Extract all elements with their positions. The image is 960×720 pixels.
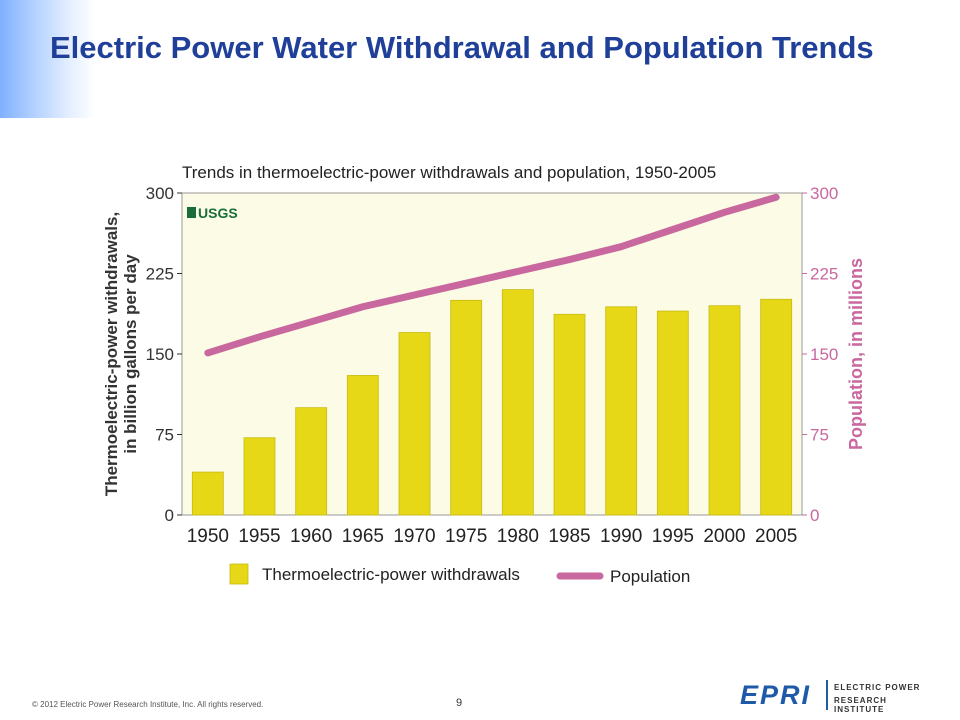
left-axis-title-line1: Thermoelectric-power withdrawals, <box>102 212 121 496</box>
left-tick-label-75: 75 <box>155 426 174 445</box>
chart-svg: Trends in thermoelectric-power withdrawa… <box>102 163 866 586</box>
population-point-1990 <box>620 246 622 248</box>
usgs-badge-icon <box>187 207 196 218</box>
right-tick-label-0: 0 <box>810 506 819 525</box>
title-accent-gradient <box>0 0 95 118</box>
bar-withdrawals-1985 <box>553 313 586 516</box>
chart-figure: Trends in thermoelectric-power withdrawa… <box>90 150 880 600</box>
bar-withdrawals-1950 <box>191 471 224 516</box>
x-tick-label-2005: 2005 <box>755 526 797 547</box>
usgs-badge: USGS <box>198 205 238 221</box>
bar-withdrawals-1990 <box>605 306 638 516</box>
slide-title: Electric Power Water Withdrawal and Popu… <box>50 30 874 65</box>
x-tick-label-1950: 1950 <box>187 526 229 547</box>
left-tick-label-150: 150 <box>146 345 174 364</box>
population-point-1955 <box>259 336 260 338</box>
population-point-2005 <box>775 196 777 198</box>
population-point-1995 <box>672 228 674 230</box>
right-axis-title: Population, in millions <box>846 258 866 450</box>
x-tick-label-1955: 1955 <box>238 526 280 547</box>
epri-logo: EPRI ELECTRIC POWER RESEARCH INSTITUTE <box>740 678 940 714</box>
chart-title: Trends in thermoelectric-power withdrawa… <box>182 163 716 182</box>
x-tick-label-2000: 2000 <box>703 526 745 547</box>
x-tick-label-1990: 1990 <box>600 526 642 547</box>
population-line <box>204 193 780 357</box>
x-tick-label-1970: 1970 <box>393 526 435 547</box>
population-point-1970 <box>414 294 415 296</box>
right-tick-label-75: 75 <box>810 426 829 445</box>
population-point-2000 <box>724 211 725 213</box>
x-tick-label-1965: 1965 <box>342 526 384 547</box>
population-point-1960 <box>310 321 312 323</box>
page-number: 9 <box>456 697 463 709</box>
right-tick-label-150: 150 <box>810 345 838 364</box>
bar-withdrawals-1955 <box>243 437 276 516</box>
right-tick-label-225: 225 <box>810 265 838 284</box>
bar-withdrawals-1995 <box>656 310 689 516</box>
epri-logo-name-line2: RESEARCH INSTITUTE <box>834 696 887 714</box>
bar-withdrawals-1980 <box>501 289 534 516</box>
x-tick-label-1980: 1980 <box>497 526 539 547</box>
legend-label-withdrawals: Thermoelectric-power withdrawals <box>262 565 520 584</box>
bar-withdrawals-2005 <box>760 298 793 516</box>
bar-withdrawals-2000 <box>708 305 741 516</box>
population-point-1950 <box>207 352 209 354</box>
legend-label-population: Population <box>610 567 690 586</box>
bar-withdrawals-1965 <box>346 375 379 516</box>
plot-area <box>181 192 803 516</box>
population-point-1965 <box>362 306 364 308</box>
epri-logo-divider <box>826 680 828 710</box>
footer-copyright: © 2012 Electric Power Research Institute… <box>32 700 264 709</box>
population-point-1985 <box>569 259 570 261</box>
legend-swatch-withdrawals <box>229 563 249 585</box>
bar-withdrawals-1970 <box>398 332 431 516</box>
x-tick-label-1975: 1975 <box>445 526 487 547</box>
bar-withdrawals-1975 <box>450 299 483 516</box>
x-tick-label-1960: 1960 <box>290 526 332 547</box>
population-point-1975 <box>465 282 467 284</box>
left-tick-label-300: 300 <box>146 184 174 203</box>
bar-withdrawals-1960 <box>295 407 328 516</box>
epri-logo-word: EPRI <box>740 680 812 710</box>
x-tick-label-1985: 1985 <box>548 526 590 547</box>
left-axis-title-line2: in billion gallons per day <box>121 254 140 454</box>
right-tick-label-300: 300 <box>810 184 838 203</box>
x-tick-label-1995: 1995 <box>652 526 694 547</box>
left-tick-label-225: 225 <box>146 265 174 284</box>
population-point-1980 <box>517 270 519 272</box>
left-tick-label-0: 0 <box>165 506 174 525</box>
epri-logo-name-line1: ELECTRIC POWER <box>834 683 921 692</box>
